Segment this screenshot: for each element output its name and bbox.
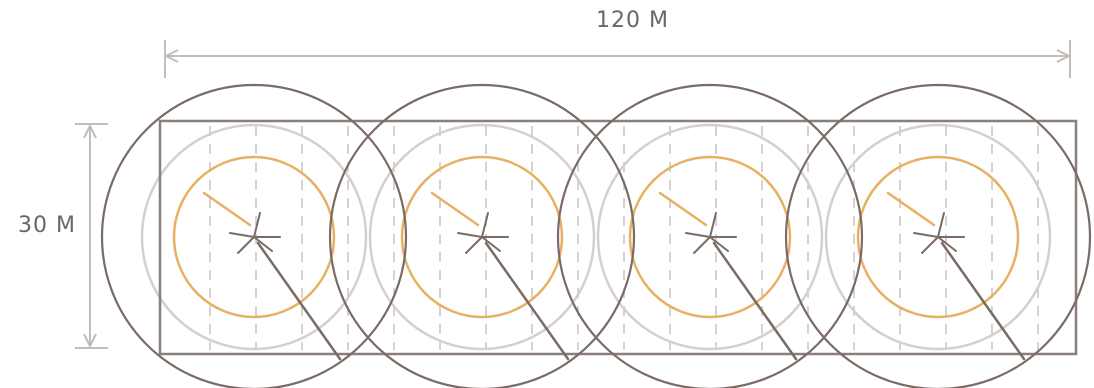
unit-2-center bbox=[430, 191, 570, 361]
unit-3-spoke-5 bbox=[709, 236, 729, 252]
unit-3-inner-ring bbox=[628, 155, 792, 319]
unit-1-spoke-3 bbox=[253, 212, 261, 238]
unit-3-outer-radius bbox=[712, 241, 798, 361]
unit-2-spoke-5 bbox=[481, 236, 501, 252]
unit-1-outer-radius bbox=[256, 241, 342, 361]
unit-3-inner-radius bbox=[658, 191, 708, 227]
unit-3-spoke-4 bbox=[685, 232, 711, 238]
height-dimension bbox=[75, 123, 108, 349]
unit-1-spoke-5 bbox=[253, 236, 273, 252]
unit-1-inner-ring bbox=[172, 155, 336, 319]
height-arrow-top bbox=[83, 123, 97, 139]
width-arrow-right bbox=[1056, 49, 1072, 63]
width-dimension bbox=[163, 40, 1072, 78]
field-rectangle bbox=[158, 119, 1078, 356]
unit-4-spoke-5 bbox=[937, 236, 957, 252]
unit-2-outer-radius bbox=[484, 241, 570, 361]
unit-4-inner-ring bbox=[856, 155, 1020, 319]
unit-4-center bbox=[886, 191, 1026, 361]
unit-4-outer-ring bbox=[784, 83, 1092, 388]
unit-2-spoke-4 bbox=[457, 232, 483, 238]
unit-2-outer-ring bbox=[328, 83, 636, 388]
unit-4-spoke-1 bbox=[921, 236, 939, 254]
unit-4-mid-ring bbox=[824, 123, 1052, 351]
width-arrow-left bbox=[163, 49, 179, 63]
unit-1-center bbox=[202, 191, 342, 361]
inner-rings bbox=[172, 155, 1020, 319]
unit-4-spoke-3 bbox=[937, 212, 945, 238]
unit-2-mid-ring bbox=[368, 123, 596, 351]
height-arrow-bottom bbox=[83, 333, 97, 349]
unit-1-outer-ring bbox=[100, 83, 408, 388]
unit-4-outer-radius bbox=[940, 241, 1026, 361]
unit-1-spoke-4 bbox=[229, 232, 255, 238]
width-label: 120 M bbox=[596, 8, 669, 33]
unit-1-inner-radius bbox=[202, 191, 252, 227]
mid-rings bbox=[140, 123, 1052, 351]
unit-2-spoke-3 bbox=[481, 212, 489, 238]
unit-4-spoke-4 bbox=[913, 232, 939, 238]
unit-2-inner-radius bbox=[430, 191, 480, 227]
unit-1-spoke-1 bbox=[237, 236, 255, 254]
unit-3-spoke-1 bbox=[693, 236, 711, 254]
unit-3-mid-ring bbox=[596, 123, 824, 351]
unit-2-spoke-1 bbox=[465, 236, 483, 254]
unit-2-inner-ring bbox=[400, 155, 564, 319]
height-label: 30 M bbox=[18, 213, 76, 238]
unit-3-center bbox=[658, 191, 798, 361]
unit-3-spoke-3 bbox=[709, 212, 717, 238]
unit-1-mid-ring bbox=[140, 123, 368, 351]
outer-rings bbox=[100, 83, 1092, 388]
unit-centers bbox=[202, 191, 1026, 361]
unit-4-inner-radius bbox=[886, 191, 936, 227]
unit-3-outer-ring bbox=[556, 83, 864, 388]
